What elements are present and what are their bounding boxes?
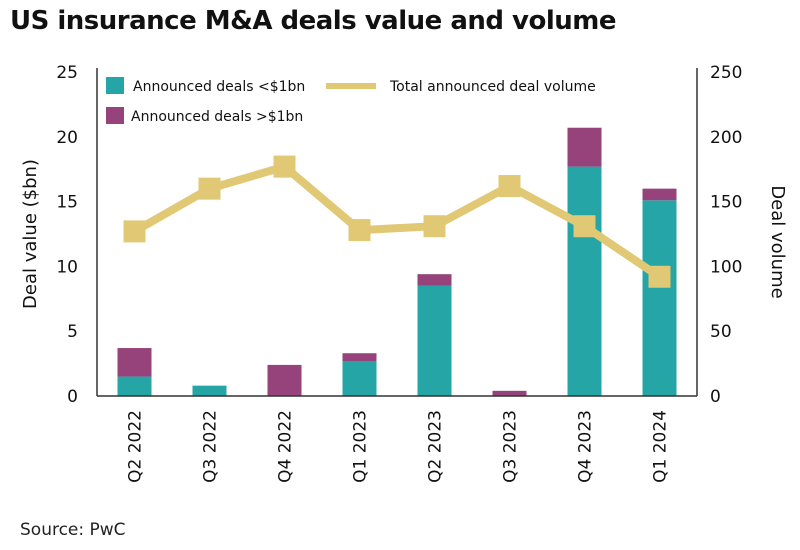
y2-tick-label: 50	[710, 322, 732, 342]
volume-marker	[498, 175, 521, 198]
volume-marker	[198, 177, 221, 200]
x-tick-label: Q2 2022	[126, 410, 146, 483]
y2-tick-label: 0	[710, 387, 721, 407]
bar-small-deals	[192, 385, 227, 396]
x-tick-label: Q3 2023	[501, 410, 521, 483]
bar-small-deals	[567, 166, 602, 396]
bar-small-deals	[117, 376, 152, 396]
volume-marker	[423, 215, 446, 238]
legend-label-volume: Total announced deal volume	[389, 79, 596, 95]
volume-marker	[123, 220, 146, 243]
x-tick-label: Q3 2022	[201, 410, 221, 483]
bar-large-deals	[567, 127, 602, 167]
legend-label-small-deals: Announced deals <$1bn	[133, 79, 305, 95]
y2-tick-label: 250	[710, 63, 742, 83]
x-tick-label: Q4 2023	[576, 410, 596, 483]
y2-axis-title: Deal volume	[767, 185, 788, 298]
volume-marker	[348, 219, 371, 242]
y2-tick-label: 100	[710, 257, 742, 277]
y-tick-label: 15	[56, 193, 78, 213]
bar-large-deals	[267, 364, 302, 396]
legend-swatch-volume	[326, 83, 376, 89]
bar-small-deals	[642, 200, 677, 396]
bar-large-deals	[117, 348, 152, 377]
y2-tick-label: 200	[710, 128, 742, 148]
legend-label-large-deals: Announced deals >$1bn	[131, 109, 303, 125]
bar-small-deals	[417, 285, 452, 396]
bar-large-deals	[417, 274, 452, 286]
bar-large-deals	[342, 353, 377, 362]
legend-swatch-small-deals	[106, 77, 124, 94]
x-tick-label: Q2 2023	[426, 410, 446, 483]
bar-large-deals	[642, 188, 677, 201]
volume-line	[132, 162, 662, 281]
y-tick-label: 0	[67, 387, 78, 407]
legend-swatch-large-deals	[106, 107, 124, 124]
x-tick-label: Q1 2023	[351, 410, 371, 483]
y-tick-label: 10	[56, 257, 78, 277]
chart-title: US insurance M&A deals value and volume	[10, 6, 617, 36]
bar-small-deals	[342, 361, 377, 396]
volume-marker	[273, 155, 296, 178]
x-tick-label: Q4 2022	[276, 410, 296, 483]
x-tick-label: Q1 2024	[651, 410, 671, 483]
y-tick-label: 25	[56, 63, 78, 83]
y2-tick-label: 150	[710, 193, 742, 213]
y-tick-label: 5	[67, 322, 78, 342]
y-axis-title: Deal value ($bn)	[20, 159, 41, 309]
y-tick-label: 20	[56, 128, 78, 148]
source-note: Source: PwC	[20, 520, 126, 540]
bar-large-deals	[492, 390, 527, 396]
volume-marker	[573, 215, 596, 238]
volume-marker	[648, 265, 671, 288]
